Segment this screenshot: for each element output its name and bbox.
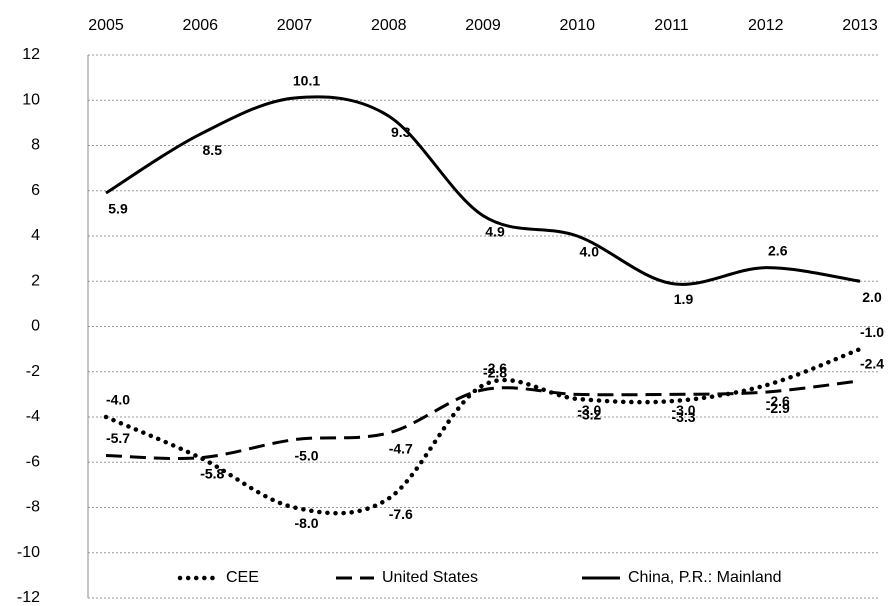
y-tick-label: 10 bbox=[22, 91, 40, 108]
y-tick-label: 12 bbox=[22, 46, 40, 63]
legend-label: China, P.R.: Mainland bbox=[628, 569, 782, 586]
y-tick-label: 8 bbox=[31, 137, 40, 154]
x-tick-label: 2012 bbox=[748, 17, 784, 34]
data-label: -2.8 bbox=[483, 365, 507, 381]
y-tick-label: 4 bbox=[31, 227, 40, 244]
series-line bbox=[103, 346, 863, 516]
x-tick-label: 2005 bbox=[88, 17, 124, 34]
legend-label: CEE bbox=[226, 569, 259, 586]
y-tick-label: -10 bbox=[17, 544, 40, 561]
data-label: 4.9 bbox=[485, 223, 505, 239]
x-tick-label: 2007 bbox=[277, 17, 313, 34]
data-label: 1.9 bbox=[674, 291, 694, 307]
data-label: -2.9 bbox=[766, 400, 790, 416]
data-label: -5.8 bbox=[200, 465, 224, 481]
y-tick-label: -2 bbox=[26, 363, 40, 380]
data-label: 10.1 bbox=[293, 73, 320, 89]
x-tick-label: 2010 bbox=[559, 17, 595, 34]
data-label: 4.0 bbox=[580, 244, 600, 260]
data-label: -7.6 bbox=[389, 506, 413, 522]
data-label: -8.0 bbox=[294, 515, 318, 531]
x-tick-label: 2013 bbox=[842, 17, 878, 34]
x-tick-label: 2009 bbox=[465, 17, 501, 34]
data-label: -4.7 bbox=[389, 441, 413, 457]
data-label: -5.0 bbox=[294, 447, 318, 463]
y-tick-label: -4 bbox=[26, 408, 40, 425]
data-label: -2.4 bbox=[860, 356, 884, 372]
x-tick-label: 2006 bbox=[182, 17, 218, 34]
y-tick-label: -12 bbox=[17, 589, 40, 606]
data-label: -4.0 bbox=[106, 392, 130, 408]
data-label: -3.0 bbox=[577, 402, 601, 418]
y-tick-label: 2 bbox=[31, 272, 40, 289]
data-label: -5.7 bbox=[106, 430, 130, 446]
x-tick-label: 2008 bbox=[371, 17, 407, 34]
data-label: -1.0 bbox=[860, 324, 884, 340]
y-tick-label: -6 bbox=[26, 453, 40, 470]
data-label: -2.6 bbox=[483, 360, 507, 376]
data-label: 2.6 bbox=[768, 242, 788, 258]
data-label: 5.9 bbox=[108, 201, 128, 217]
data-label: -2.6 bbox=[766, 393, 790, 409]
y-tick-label: 0 bbox=[31, 318, 40, 335]
x-tick-label: 2011 bbox=[654, 17, 689, 34]
data-label: 2.0 bbox=[862, 289, 882, 305]
y-tick-label: -8 bbox=[26, 499, 40, 516]
data-label: 8.5 bbox=[203, 142, 223, 158]
data-label: -5.8 bbox=[200, 465, 224, 481]
data-label: -3.3 bbox=[671, 409, 695, 425]
data-label: -3.2 bbox=[577, 407, 601, 423]
series-line bbox=[105, 379, 861, 461]
data-label: 9.3 bbox=[391, 124, 411, 140]
legend-label: United States bbox=[382, 569, 478, 586]
data-label: -3.0 bbox=[671, 402, 695, 418]
series-line bbox=[105, 95, 861, 286]
y-tick-label: 6 bbox=[31, 182, 40, 199]
